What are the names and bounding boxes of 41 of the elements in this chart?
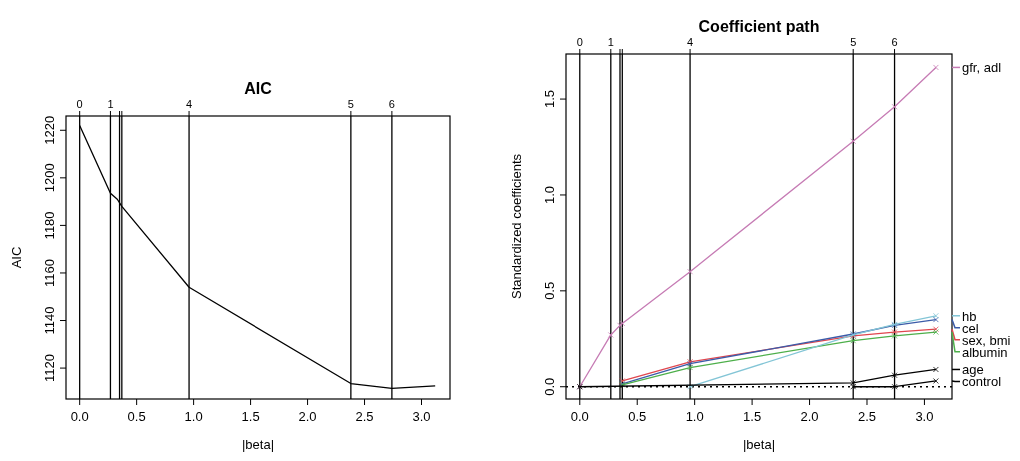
y-axis-title: Standardized coefficients bbox=[509, 153, 524, 300]
text: 1 bbox=[607, 36, 614, 48]
y-axis-title: AIC bbox=[9, 246, 24, 269]
x-tick-label: 1.5 bbox=[743, 409, 762, 424]
x-tick-label: 0.5 bbox=[127, 409, 146, 424]
x-tick-label: 2.0 bbox=[298, 409, 317, 424]
x-tick-label: 3.0 bbox=[915, 409, 934, 424]
text: 4 bbox=[186, 98, 193, 110]
x-axis-title: |beta| bbox=[742, 437, 776, 452]
y-tick-label: 1220 bbox=[42, 115, 57, 145]
x-tick-label: 1.5 bbox=[241, 409, 260, 424]
y-tick-label: 1120 bbox=[42, 354, 57, 383]
text: 5 bbox=[850, 36, 857, 48]
y-tick-label: 1.5 bbox=[542, 90, 557, 109]
text: 5 bbox=[347, 98, 354, 110]
text: 0 bbox=[76, 98, 83, 110]
chart-title: Coefficient path bbox=[698, 18, 820, 35]
text: 0 bbox=[576, 36, 583, 48]
text: 6 bbox=[388, 98, 395, 110]
text: 4 bbox=[687, 36, 694, 48]
y-tick-label: 1.0 bbox=[542, 185, 557, 204]
x-tick-label: 3.0 bbox=[412, 409, 431, 424]
chart-title: AIC bbox=[244, 80, 273, 97]
y-tick-label: 0.0 bbox=[542, 377, 557, 396]
x-tick-label: 1.0 bbox=[685, 409, 704, 424]
x-tick-label: 0.0 bbox=[570, 409, 589, 424]
x-tick-label: 1.0 bbox=[184, 409, 203, 424]
x-axis-title: |beta| bbox=[241, 437, 275, 452]
text: 6 bbox=[891, 36, 898, 48]
y-tick-label: 1180 bbox=[42, 211, 57, 240]
x-tick-label: 2.0 bbox=[800, 409, 819, 424]
y-tick-label: 1140 bbox=[42, 306, 57, 335]
x-tick-label: 2.5 bbox=[857, 409, 877, 424]
y-tick-label: 0.5 bbox=[542, 281, 557, 300]
x-tick-label: 0.0 bbox=[70, 409, 89, 424]
legend-label: gfr, adl bbox=[962, 60, 1002, 76]
text: 1 bbox=[107, 98, 114, 110]
y-tick-label: 1160 bbox=[42, 258, 57, 287]
x-tick-label: 0.5 bbox=[628, 409, 647, 424]
y-tick-label: 1200 bbox=[42, 163, 57, 193]
x-tick-label: 2.5 bbox=[355, 409, 374, 424]
